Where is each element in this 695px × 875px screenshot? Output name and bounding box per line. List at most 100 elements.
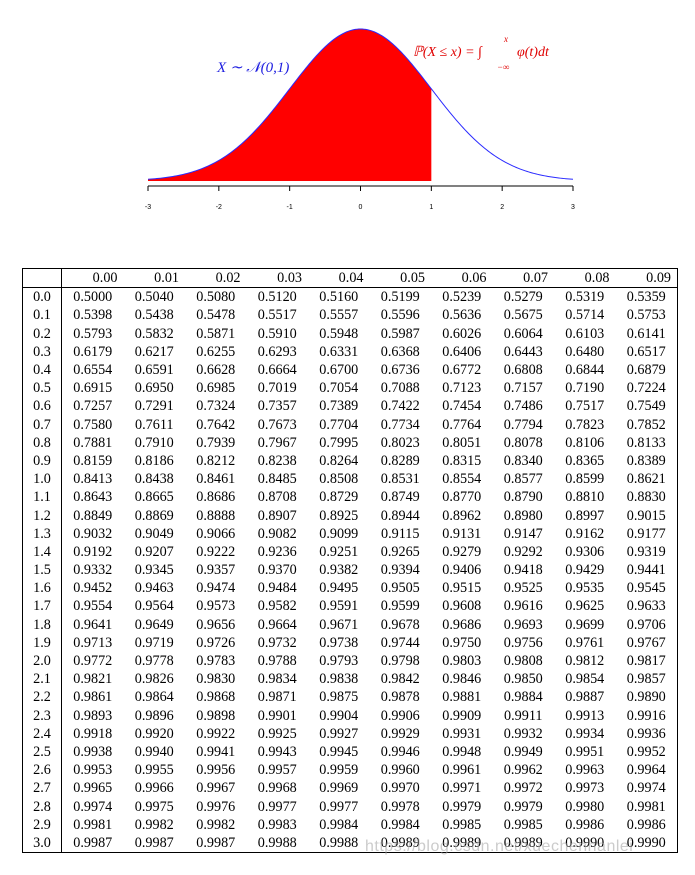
table-cell: 0.6026 — [442, 325, 482, 342]
table-cell: 0.8997 — [565, 507, 605, 524]
table-cell: 0.7486 — [503, 398, 543, 415]
table-cell: 0.6293 — [257, 343, 297, 360]
table-header-row: 0.00 0.01 0.02 0.03 0.04 0.05 0.06 0.07 0.08 0.09 — [22, 268, 678, 289]
table-cell: 0.9975 — [134, 798, 174, 815]
table-cell: 0.8315 — [442, 452, 482, 469]
table-cell: 0.7967 — [257, 434, 297, 451]
table-cell: 0.9934 — [565, 725, 605, 742]
table-cell: 0.6879 — [626, 362, 666, 379]
table-cell: 0.5040 — [134, 289, 174, 306]
table-cell: 0.8159 — [73, 452, 113, 469]
cdf-formula-integrand: φ(t)dt — [517, 45, 550, 60]
table-cell: 0.9693 — [503, 616, 543, 633]
table-cell: 0.9974 — [73, 798, 113, 815]
table-row: 0.4 0.6554 0.6591 0.6628 0.6664 0.6700 0.6736 0… — [22, 360, 678, 380]
table-row: 1.4 0.9192 0.9207 0.9222 0.9236 0.9251 0.9265 0… — [22, 542, 678, 561]
table-cell: 0.9966 — [134, 780, 174, 797]
table-cell: 0.9495 — [319, 580, 359, 597]
table-cell: 0.9641 — [73, 616, 113, 633]
table-cell: 0.9961 — [442, 762, 482, 779]
row-header: 0.0 — [22, 287, 62, 307]
table-cell: 0.8621 — [626, 471, 666, 488]
table-cell: 0.9990 — [626, 834, 666, 851]
table-cell: 0.9812 — [565, 653, 605, 670]
table-cell: 0.9898 — [196, 707, 236, 724]
row-header: 0.5 — [22, 379, 62, 398]
table-cell: 0.9850 — [503, 671, 543, 688]
table-row: 2.1 0.9821 0.9826 0.9830 0.9834 0.9838 0.9842 0… — [22, 670, 678, 689]
table-cell: 0.9979 — [503, 798, 543, 815]
row-header: 3.0 — [22, 833, 62, 853]
table-cell: 0.7910 — [134, 434, 174, 451]
table-cell: 0.6736 — [380, 362, 420, 379]
table-cell: 0.5279 — [503, 289, 543, 306]
table-cell: 0.9738 — [319, 634, 359, 651]
table-cell: 0.9951 — [565, 743, 605, 760]
table-cell: 0.9948 — [442, 743, 482, 760]
table-cell: 0.8051 — [442, 434, 482, 451]
table-cell: 0.9976 — [196, 798, 236, 815]
table-cell: 0.9099 — [319, 525, 359, 542]
table-cell: 0.9986 — [565, 816, 605, 833]
table-cell: 0.9973 — [565, 780, 605, 797]
table-cell: 0.9222 — [196, 543, 236, 560]
table-row: 1.7 0.9554 0.9564 0.9573 0.9582 0.9591 0.9599 0… — [22, 597, 678, 616]
table-cell: 0.9901 — [257, 707, 297, 724]
table-cell: 0.9429 — [565, 562, 605, 579]
table-cell: 0.9920 — [134, 725, 174, 742]
table-cell: 0.9798 — [380, 653, 420, 670]
column-header: 0.04 — [308, 268, 370, 289]
row-header: 2.9 — [22, 815, 62, 834]
table-row: 1.5 0.9332 0.9345 0.9357 0.9370 0.9382 0.9394 0… — [22, 561, 678, 580]
table-cell: 0.8770 — [442, 489, 482, 506]
table-cell: 0.9981 — [73, 816, 113, 833]
table-cell: 0.9985 — [503, 816, 543, 833]
table-cell: 0.9887 — [565, 689, 605, 706]
table-cell: 0.9591 — [319, 598, 359, 615]
table-cell: 0.9875 — [319, 689, 359, 706]
column-header: 0.01 — [123, 268, 185, 289]
table-row: 2.4 0.9918 0.9920 0.9922 0.9925 0.9927 0.9929 0… — [22, 724, 678, 743]
table-row: 2.9 0.9981 0.9982 0.9982 0.9983 0.9984 0.9984 0… — [22, 815, 678, 834]
table-row: 0.0 0.5000 0.5040 0.5080 0.5120 0.5160 0.5199 0… — [22, 287, 678, 307]
table-cell: 0.5000 — [73, 289, 113, 306]
x-tick-label: 2 — [500, 204, 504, 211]
table-cell: 0.9821 — [73, 671, 113, 688]
table-cell: 0.7054 — [319, 380, 359, 397]
table-cell: 0.8186 — [134, 452, 174, 469]
table-cell: 0.6700 — [319, 362, 359, 379]
table-cell: 0.9984 — [319, 816, 359, 833]
table-cell: 0.5080 — [196, 289, 236, 306]
table-cell: 0.6628 — [196, 362, 236, 379]
table-row: 0.5 0.6915 0.6950 0.6985 0.7019 0.7054 0.7088 0… — [22, 379, 678, 398]
table-row: 2.8 0.9974 0.9975 0.9976 0.9977 0.9977 0.9978 0… — [22, 797, 678, 816]
table-cell: 0.8980 — [503, 507, 543, 524]
table-cell: 0.7324 — [196, 398, 236, 415]
table-cell: 0.9909 — [442, 707, 482, 724]
table-cell: 0.7224 — [626, 380, 666, 397]
table-cell: 0.7389 — [319, 398, 359, 415]
table-cell: 0.8389 — [626, 452, 666, 469]
table-row: 2.6 0.9953 0.9955 0.9956 0.9957 0.9959 0.9960 0… — [22, 761, 678, 780]
density-curve — [147, 28, 574, 180]
table-cell: 0.5675 — [503, 307, 543, 324]
table-cell: 0.9082 — [257, 525, 297, 542]
table-cell: 0.9884 — [503, 689, 543, 706]
table-cell: 0.9207 — [134, 543, 174, 560]
table-cell: 0.9990 — [565, 834, 605, 851]
table-cell: 0.8925 — [319, 507, 359, 524]
table-cell: 0.9279 — [442, 543, 482, 560]
table-cell: 0.9656 — [196, 616, 236, 633]
x-tick-label: -1 — [287, 204, 293, 211]
table-cell: 0.6443 — [503, 343, 543, 360]
table-row: 1.0 0.8413 0.8438 0.8461 0.8485 0.8508 0.8531 0… — [22, 470, 678, 489]
x-tick-label: -2 — [216, 204, 222, 211]
table-cell: 0.7704 — [319, 416, 359, 433]
table-cell: 0.6554 — [73, 362, 113, 379]
table-cell: 0.9989 — [442, 834, 482, 851]
table-cell: 0.6808 — [503, 362, 543, 379]
table-cell: 0.9946 — [380, 743, 420, 760]
table-cell: 0.9978 — [380, 798, 420, 815]
row-header: 2.6 — [22, 761, 62, 780]
table-cell: 0.9838 — [319, 671, 359, 688]
